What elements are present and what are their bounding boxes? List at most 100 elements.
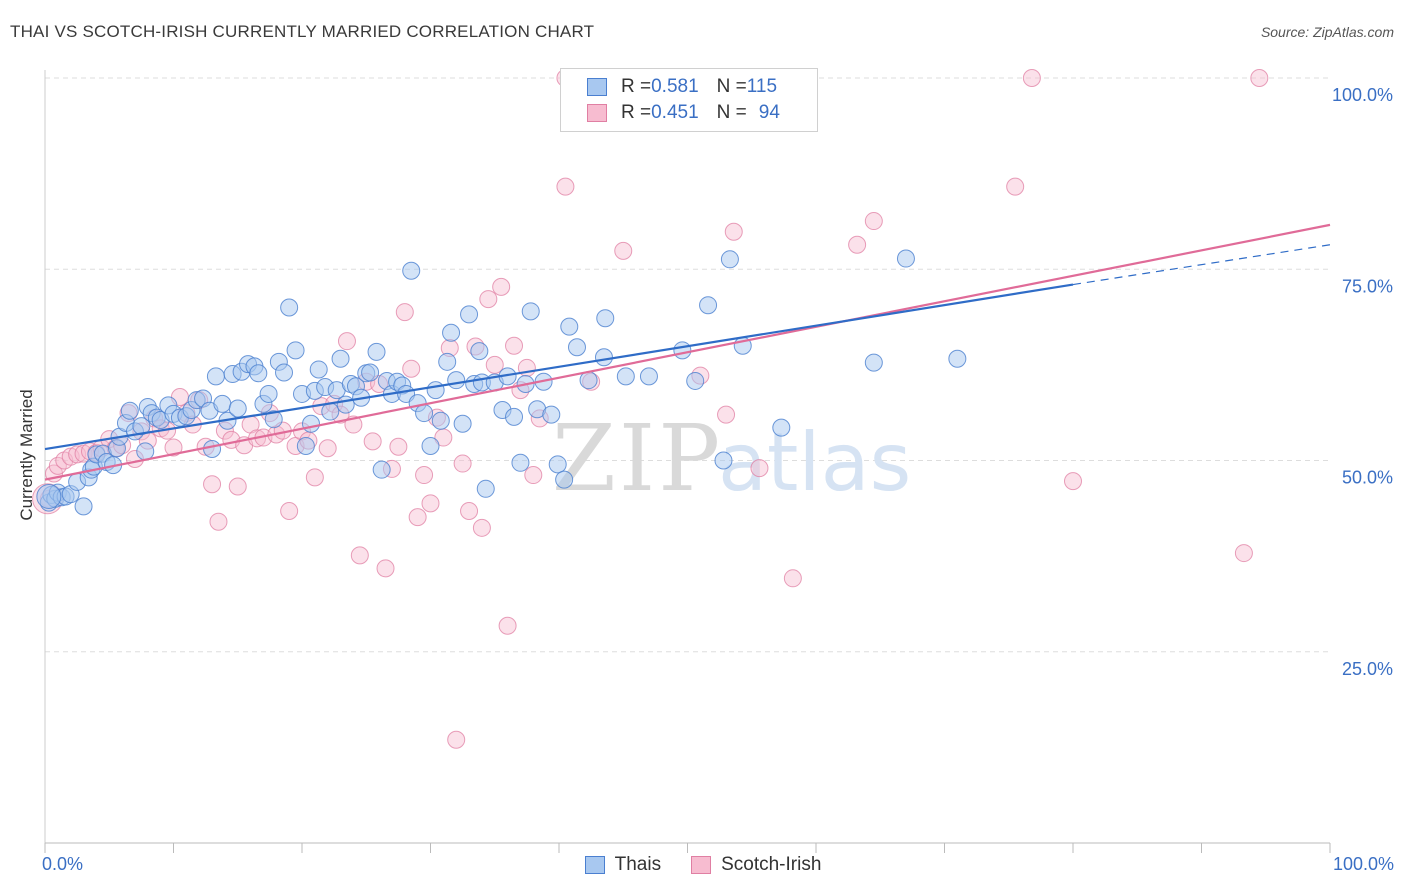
- legend-item-thais[interactable]: Thais: [584, 854, 662, 876]
- scotch-irish-point: [318, 439, 337, 458]
- thais-trend-line: [44, 283, 1074, 451]
- scotch-irish-point: [524, 466, 543, 485]
- thais-point-cluster: [36, 483, 62, 509]
- thais-point: [206, 367, 225, 386]
- scotch-irish-swatch: [587, 104, 607, 122]
- thais-point: [249, 364, 268, 383]
- scotch-irish-point: [614, 241, 633, 260]
- axis-layer: 25.0% 50.0% 75.0% 100.0% 0.0% 100.0%: [42, 70, 1394, 874]
- legend-r-value: 0.581: [651, 76, 699, 97]
- thais-point: [372, 460, 391, 479]
- scotch-irish-point: [1006, 177, 1025, 196]
- thais-point: [639, 367, 658, 386]
- thais-point: [415, 404, 434, 423]
- scotch-irish-point: [389, 437, 408, 456]
- scotch-irish-point: [350, 546, 369, 565]
- scotch-irish-point: [460, 501, 479, 520]
- thais-point: [686, 371, 705, 390]
- thais-point: [720, 250, 739, 269]
- scotch-irish-point: [848, 235, 867, 254]
- thais-point: [213, 394, 232, 413]
- thais-point: [555, 470, 574, 489]
- thais-point: [264, 410, 283, 429]
- scotch-irish-point: [1234, 544, 1253, 563]
- thais-point: [521, 302, 540, 321]
- legend-label-thais: Thais: [614, 854, 662, 875]
- scotch-irish-point: [485, 355, 504, 374]
- thais-point: [476, 479, 495, 498]
- x-tick-label: 100.0%: [1333, 854, 1394, 874]
- thais-point: [321, 402, 340, 421]
- thais-point: [594, 348, 613, 367]
- scotch-irish-point: [363, 432, 382, 451]
- trend-lines: [44, 223, 1331, 481]
- legend-row-scotch-irish: R = 0.451 N = 94: [587, 101, 780, 125]
- thais-point: [120, 401, 139, 420]
- scotch-irish-swatch: [691, 856, 712, 874]
- thais-point: [511, 453, 530, 472]
- chart-title: THAI VS SCOTCH-IRISH CURRENTLY MARRIED C…: [10, 22, 595, 41]
- scotch-irish-point: [402, 359, 421, 378]
- thais-point: [136, 442, 155, 461]
- legend-n-value: 94: [758, 102, 780, 123]
- correlation-legend: R = 0.581 N = 115 R = 0.451 N = 94: [560, 68, 818, 132]
- scotch-irish-points: [32, 69, 1269, 749]
- scotch-irish-point: [479, 290, 498, 309]
- thais-point: [542, 405, 561, 424]
- legend-r-value: 0.451: [651, 102, 699, 123]
- thais-point: [948, 349, 967, 368]
- x-tick-label: 0.0%: [42, 854, 83, 874]
- scotch-irish-point: [1064, 472, 1082, 491]
- thais-point: [431, 411, 450, 430]
- thais-point: [331, 349, 350, 368]
- watermark-zip: ZIP: [552, 405, 723, 512]
- thais-point: [548, 455, 567, 474]
- thais-point: [673, 341, 692, 360]
- scotch-irish-point: [447, 730, 466, 749]
- thais-point: [280, 298, 299, 317]
- legend-n-label: N =: [716, 102, 747, 123]
- thais-point: [447, 371, 466, 390]
- thais-point: [579, 371, 598, 390]
- thais-point: [402, 261, 421, 280]
- thais-point: [301, 414, 320, 433]
- thais-point: [442, 323, 461, 342]
- thais-point: [367, 342, 386, 361]
- thais-point: [438, 352, 457, 371]
- thais-point: [74, 497, 93, 516]
- thais-point: [203, 440, 222, 459]
- thais-point: [296, 436, 315, 455]
- scotch-irish-point: [864, 212, 883, 231]
- thais-point: [772, 418, 791, 437]
- thais-point: [699, 296, 718, 315]
- legend-item-scotch-irish[interactable]: Scotch-Irish: [691, 854, 821, 876]
- thais-point: [616, 367, 635, 386]
- legend-label-scotch-irish: Scotch-Irish: [721, 854, 822, 875]
- scotch-irish-point: [750, 459, 769, 478]
- scotch-irish-point: [453, 454, 472, 473]
- legend-r-label: R =: [621, 102, 652, 123]
- thais-point: [336, 395, 355, 414]
- scotch-irish-point: [724, 222, 743, 241]
- thais-point: [228, 399, 247, 418]
- thais-point: [361, 363, 380, 382]
- thais-point: [896, 249, 915, 268]
- scotch-irish-point: [492, 277, 511, 296]
- thais-point: [259, 384, 278, 403]
- y-tick-label: 100.0%: [1332, 85, 1393, 105]
- scotch-irish-trend-line: [44, 223, 1331, 481]
- thais-point: [505, 407, 524, 426]
- scotch-irish-point: [337, 332, 356, 351]
- scotch-irish-point: [280, 501, 299, 520]
- source-label: Source: ZipAtlas.com: [1260, 24, 1394, 40]
- scotch-irish-point: [209, 512, 228, 531]
- scotch-irish-point: [1250, 69, 1269, 87]
- thais-point: [460, 305, 479, 324]
- scotch-irish-point: [228, 477, 247, 496]
- legend-r-label: R =: [621, 76, 652, 97]
- scotch-irish-point: [395, 303, 414, 322]
- y-axis-label: Currently Married: [17, 389, 36, 520]
- thais-point: [286, 341, 305, 360]
- scotch-irish-point: [783, 569, 802, 588]
